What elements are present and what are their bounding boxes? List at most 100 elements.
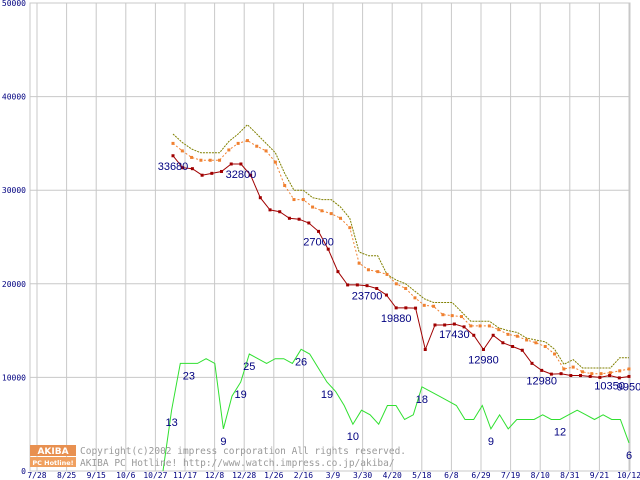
- min-price-line-point: [559, 372, 563, 376]
- min-price-line-point: [375, 286, 379, 290]
- avg-price-line-point: [599, 372, 603, 376]
- avg-price-line-point: [562, 367, 566, 371]
- avg-price-line-point: [264, 149, 268, 153]
- x-tick-label: 8/10: [531, 471, 550, 480]
- avg-price-line-point: [348, 226, 352, 230]
- avg-price-line-point: [236, 141, 240, 145]
- count-data-label: 18: [416, 394, 428, 406]
- min-price-line-point: [210, 171, 214, 175]
- x-tick-label: 9/15: [87, 471, 106, 480]
- avg-price-line-point: [273, 160, 277, 164]
- min-price-line-point: [617, 376, 621, 380]
- avg-price-line-point: [292, 198, 296, 202]
- x-tick-label: 3/9: [326, 471, 341, 480]
- avg-price-line-point: [171, 141, 175, 145]
- avg-price-line-point: [357, 261, 361, 265]
- y-tick-label: 30000: [2, 186, 26, 195]
- min-price-line-point: [578, 374, 582, 378]
- min-price-line-point: [491, 333, 495, 337]
- count-data-label: 26: [295, 356, 307, 368]
- copyright-line-2: AKIBA PC Hotline! http://www.watch.impre…: [80, 458, 395, 469]
- x-tick-label: 5/18: [412, 471, 431, 480]
- avg-price-line-point: [432, 304, 436, 308]
- price-data-label: 23700: [352, 291, 383, 303]
- min-price-line-point: [452, 322, 456, 326]
- y-tick-label: 40000: [2, 93, 26, 102]
- price-data-label: 27000: [303, 236, 334, 248]
- price-data-label: 12980: [526, 375, 557, 387]
- min-price-line-point: [540, 368, 544, 372]
- avg-price-line-point: [394, 282, 398, 286]
- min-price-line-point: [336, 270, 340, 274]
- avg-price-line-point: [180, 149, 184, 153]
- avg-price-line-point: [515, 334, 519, 338]
- x-tick-label: 6/29: [471, 471, 490, 480]
- price-data-label: 9950: [617, 381, 640, 393]
- min-price-line-point: [530, 361, 534, 365]
- avg-price-line-point: [329, 212, 333, 216]
- x-tick-label: 8/25: [57, 471, 76, 480]
- avg-price-line: [172, 140, 630, 375]
- akiba-logo: AKIBA PC Hotline!: [30, 445, 76, 467]
- min-price-line-point: [404, 306, 408, 310]
- min-price-line-point: [549, 372, 553, 376]
- x-tick-label: 10/6: [116, 471, 135, 480]
- avg-price-line-point: [311, 205, 315, 209]
- count-data-label: 12: [554, 427, 566, 439]
- avg-price-line-point: [543, 345, 547, 349]
- count-line: [162, 348, 630, 472]
- x-tick-label: 8/31: [560, 471, 579, 480]
- x-tick-label: 12/28: [232, 471, 256, 480]
- min-price-line-point: [365, 284, 369, 288]
- min-price-line-point: [394, 306, 398, 310]
- max-price-line: [172, 123, 629, 369]
- price-data-label: 32800: [226, 169, 257, 181]
- count-data-label: 19: [235, 389, 247, 401]
- min-price-line-point: [171, 154, 175, 158]
- min-price-line-point: [423, 348, 427, 352]
- x-tick-label: 1/26: [264, 471, 283, 480]
- avg-price-line-point: [469, 324, 473, 328]
- min-price-line-point: [190, 167, 194, 171]
- price-data-label: 12980: [468, 355, 499, 367]
- min-price-line-point: [462, 325, 466, 329]
- series-layer: [162, 123, 631, 472]
- avg-price-line-point: [320, 209, 324, 213]
- avg-price-line-point: [487, 324, 491, 328]
- avg-price-line-point: [608, 371, 612, 375]
- x-tick-label: 7/19: [501, 471, 520, 480]
- x-tick-label: 10/12: [617, 471, 640, 480]
- avg-price-line-point: [385, 272, 389, 276]
- min-price-line-point: [414, 306, 418, 310]
- x-tick-label: 9/21: [590, 471, 609, 480]
- avg-price-line-point: [441, 313, 445, 317]
- y-tick-label: 10000: [2, 373, 26, 382]
- x-tick-label: 12/8: [205, 471, 224, 480]
- avg-price-line-point: [627, 367, 631, 371]
- count-data-label: 25: [243, 361, 255, 373]
- avg-price-line-point: [450, 314, 454, 318]
- avg-price-line-point: [580, 370, 584, 374]
- avg-price-line-point: [534, 341, 538, 345]
- avg-price-line-point: [422, 303, 426, 307]
- avg-price-line-point: [208, 158, 212, 162]
- avg-price-line-point: [618, 369, 622, 373]
- min-price-line-point: [520, 348, 524, 352]
- avg-price-line-point: [255, 144, 259, 148]
- avg-price-line-point: [227, 148, 231, 152]
- avg-price-line-point: [190, 155, 194, 159]
- y-tick-label: 0: [21, 467, 26, 476]
- avg-price-line-point: [218, 158, 222, 162]
- min-price-line-point: [608, 374, 612, 378]
- min-price-line-point: [181, 166, 185, 170]
- logo-top-text: AKIBA: [37, 447, 68, 457]
- x-tick-label: 7/28: [27, 471, 46, 480]
- avg-price-line-point: [199, 158, 203, 162]
- min-price-line-point: [268, 208, 272, 212]
- avg-price-line-point: [376, 270, 380, 274]
- avg-price-line-point: [506, 332, 510, 336]
- avg-price-line-point: [478, 324, 482, 328]
- min-price-line-point: [443, 323, 447, 327]
- avg-price-line-point: [590, 372, 594, 376]
